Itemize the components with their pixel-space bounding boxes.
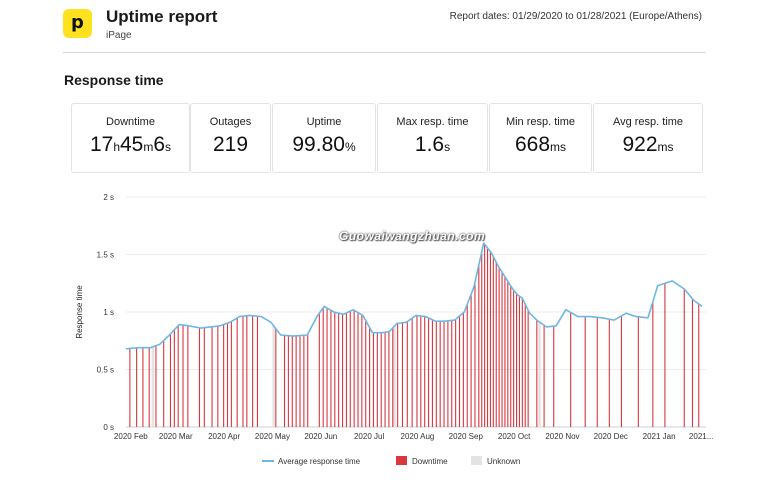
legend-label: Unknown xyxy=(487,457,520,466)
legend-label: Downtime xyxy=(412,457,448,466)
unknown-bar xyxy=(272,325,275,427)
y-tick-label: 1 s xyxy=(103,308,114,317)
legend-box-swatch xyxy=(471,456,482,465)
x-tick-label: 2020 Jul xyxy=(354,432,384,441)
x-tick-label: 2021 Jan xyxy=(643,432,676,441)
stat-number: 1.6 xyxy=(414,133,445,156)
x-tick-label: 2020 Sep xyxy=(449,432,484,441)
stat-label: Avg resp. time xyxy=(612,116,684,128)
stat-card-downtime: Downtime 17h45m6s xyxy=(71,103,190,173)
stat-number: 45 xyxy=(120,133,144,156)
stat-card-uptime: Uptime 99.80% xyxy=(272,103,376,173)
stat-unit: s xyxy=(165,140,172,154)
chart-svg: 0 s 0.5 s 1 s 1.5 s 2 s Response time 2020 Feb… xyxy=(75,193,713,466)
y-tick-label: 0 s xyxy=(103,423,114,432)
x-tick-label: 2020 Jun xyxy=(304,432,337,441)
unknown-bar xyxy=(151,346,155,427)
y-tick-label: 0.5 s xyxy=(97,366,114,375)
stat-card-outages: Outages 219 xyxy=(190,103,271,173)
response-time-chart: 0 s 0.5 s 1 s 1.5 s 2 s Response time 2020 Feb… xyxy=(66,185,714,475)
y-tick-label: 1.5 s xyxy=(97,251,114,260)
stat-value: 99.80% xyxy=(273,133,375,157)
stat-number: 668 xyxy=(514,133,551,156)
stat-value: 922ms xyxy=(594,133,702,157)
page-title: Uptime report xyxy=(106,7,218,26)
header-divider xyxy=(63,52,706,53)
stat-number: 99.80 xyxy=(292,133,345,156)
y-axis-label: Response time xyxy=(75,285,84,339)
stat-card-avg-resp-time: Avg resp. time 922ms xyxy=(593,103,703,173)
unknown-bar xyxy=(393,326,396,427)
stat-unit: h xyxy=(113,140,120,154)
page-subtitle: iPage xyxy=(106,30,132,41)
x-tick-label: 2020 Oct xyxy=(498,432,531,441)
stat-unit: ms xyxy=(657,140,674,154)
y-tick-label: 2 s xyxy=(103,193,114,202)
stat-label: Max resp. time xyxy=(396,116,469,128)
stat-value: 17h45m6s xyxy=(72,133,189,157)
stat-number: 922 xyxy=(622,133,658,156)
stat-label: Downtime xyxy=(106,116,155,128)
x-tick-label: 2021... xyxy=(689,432,713,441)
watermark-text: Guowaiwangzhuan.com xyxy=(339,229,486,243)
x-tick-label: 2020 Mar xyxy=(159,432,193,441)
stat-unit: ms xyxy=(550,140,567,154)
x-tick-label: 2020 May xyxy=(255,432,290,441)
stat-number: 6 xyxy=(153,133,166,156)
stat-card-max-resp-time: Max resp. time 1.6s xyxy=(377,103,488,173)
section-title: Response time xyxy=(64,72,164,88)
x-tick-label: 2020 Nov xyxy=(545,432,579,441)
stat-value: 219 xyxy=(191,133,270,157)
stat-card-min-resp-time: Min resp. time 668ms xyxy=(489,103,592,173)
stat-value: 668ms xyxy=(490,133,591,157)
stat-unit: m xyxy=(143,140,154,154)
stat-label: Min resp. time xyxy=(505,116,576,128)
stat-unit: % xyxy=(344,140,356,154)
x-tick-label: 2020 Dec xyxy=(594,432,628,441)
legend-label: Average response time xyxy=(278,457,361,466)
stat-value: 1.6s xyxy=(378,133,487,157)
stat-number: 219 xyxy=(212,133,249,156)
stat-number: 17 xyxy=(89,133,114,156)
x-tick-label: 2020 Feb xyxy=(114,432,148,441)
stat-label: Outages xyxy=(209,116,252,128)
report-dates: Report dates: 01/29/2020 to 01/28/2021 (… xyxy=(449,11,702,22)
stat-label: Uptime xyxy=(306,116,342,128)
unknown-bar xyxy=(538,321,541,427)
avg-response-line xyxy=(125,242,703,350)
stat-unit: s xyxy=(444,140,451,154)
x-tick-label: 2020 Apr xyxy=(208,432,240,441)
legend-box-swatch xyxy=(396,456,407,465)
ipage-logo: p xyxy=(63,9,92,38)
x-tick-label: 2020 Aug xyxy=(401,432,435,441)
